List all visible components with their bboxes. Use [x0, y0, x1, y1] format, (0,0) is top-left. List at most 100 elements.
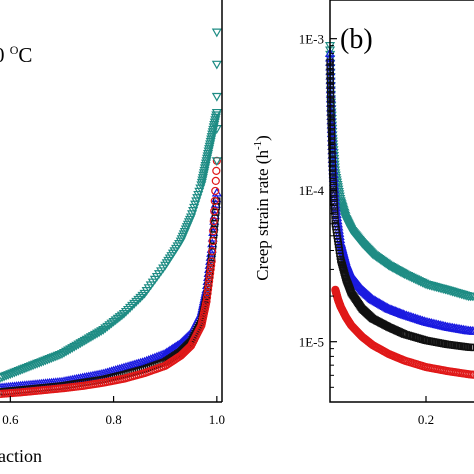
panel-a-point: [192, 194, 203, 203]
panel-a-point: [75, 339, 86, 349]
panel-a-point: [133, 295, 144, 305]
panel-b-series-3: [331, 285, 474, 379]
panel-a-point: [203, 285, 213, 294]
panel-a-point: [207, 261, 216, 270]
panel-b-point: [331, 215, 339, 224]
panel-a-point: [187, 210, 198, 220]
panel-a-point: [54, 350, 65, 360]
panel-a-point: [102, 322, 113, 332]
panel-a-point: [127, 301, 138, 311]
panel-b-y-tick-label: 1E-3: [299, 32, 324, 47]
panel-a-x-tick-label: 0.6: [2, 412, 19, 427]
annotation-sup: O: [10, 43, 19, 57]
panel-a-point: [63, 346, 74, 356]
panel-a-point: [1, 371, 12, 381]
panel-a-point: [116, 311, 127, 321]
panel-a-point: [149, 352, 160, 362]
panel-a-point: [69, 342, 80, 352]
panel-a-point: [79, 336, 90, 346]
panel-a-point: [17, 365, 28, 375]
panel-a-point: [38, 357, 49, 367]
panel-a-point: [7, 369, 18, 379]
panel-a-point: [34, 359, 45, 368]
panel-a-point: [207, 257, 216, 266]
panel-a-point: [28, 361, 39, 371]
panel-b-y-tick-label: 1E-4: [299, 183, 325, 198]
panel-b-point: [327, 118, 335, 127]
panel-a-point: [73, 340, 84, 350]
panel-a-point: [189, 203, 200, 213]
panel-a-point: [210, 196, 219, 206]
panel-a-point: [9, 368, 20, 378]
panel-a-point: [206, 269, 215, 278]
panel-a-point: [61, 347, 72, 357]
panel-a-point: [120, 307, 132, 317]
panel-b-point: [327, 128, 336, 136]
panel-a-point: [81, 335, 92, 345]
panel-b-point: [328, 132, 336, 140]
panel-a-point: [208, 237, 217, 246]
panel-b-point: [328, 146, 336, 154]
panel-b-point: [330, 199, 338, 207]
panel-a-x-tick-label: 0.8: [105, 412, 121, 427]
panel-a-series-0: [0, 108, 222, 384]
panel-a-point: [71, 341, 82, 351]
panel-a-point: [153, 350, 165, 360]
panel-b-point: [470, 343, 474, 352]
panel-a-point: [42, 355, 53, 365]
panel-b-y-tick-label: 1E-5: [299, 335, 324, 350]
panel-a-point: [50, 352, 61, 362]
panel-a-point: [147, 353, 158, 363]
panel-a-point: [19, 364, 30, 374]
panel-b-point: [327, 114, 335, 122]
panel-a-point: [44, 354, 55, 364]
panel-a-point: [211, 28, 222, 38]
panel-a-point: [206, 265, 215, 274]
panel-b-point: [328, 141, 336, 150]
panel-a: 0.6 0.8 1.0 action 0 OC: [0, 0, 225, 466]
panel-a-point: [46, 354, 57, 363]
panel-b-series-1: [324, 48, 474, 335]
panel-b-frame: [329, 0, 474, 403]
panel-b-point: [327, 105, 335, 113]
panel-a-point: [208, 247, 217, 256]
ylabel-main: Creep strain rate (h: [253, 150, 272, 281]
panel-a-point: [194, 187, 205, 197]
panel-a-point: [5, 370, 16, 380]
panel-a-series-3: [0, 156, 221, 399]
panel-a-annotation: 0 OC: [0, 43, 32, 67]
panel-a-x-ticks: 0.6 0.8 1.0: [2, 396, 225, 427]
panel-b-point: [327, 109, 335, 117]
panel-a-plot-area: [0, 28, 222, 399]
ylabel-suffix: ): [253, 135, 272, 141]
panel-a-point: [0, 389, 5, 399]
panel-a-point: [211, 186, 220, 196]
panel-a-point: [23, 363, 34, 372]
panel-a-point: [209, 227, 218, 236]
panel-a-point: [0, 372, 10, 382]
panel-a-point: [104, 321, 115, 331]
panel-a-point: [203, 289, 212, 298]
panel-b-point: [328, 137, 336, 145]
panel-a-point: [13, 367, 24, 376]
panel-a-point: [15, 366, 26, 376]
panel-a-point: [193, 190, 204, 200]
panel-a-point: [202, 297, 211, 306]
panel-a-point: [25, 362, 37, 372]
panel-a-point: [52, 351, 63, 361]
panel-a-point: [211, 108, 222, 118]
panel-a-point: [211, 92, 222, 102]
panel-b-point: [327, 123, 335, 131]
panel-a-point: [212, 166, 221, 175]
panel-b-point: [468, 326, 474, 335]
panel-a-point: [114, 313, 125, 322]
panel-b-point: [327, 100, 335, 108]
panel-a-point: [211, 157, 222, 167]
panel-a-point: [0, 374, 6, 384]
panel-a-point: [94, 328, 105, 338]
panel-a-point: [48, 353, 59, 363]
panel-a-point: [77, 338, 88, 347]
panel-a-point: [202, 293, 212, 302]
panel-a-point: [137, 291, 148, 301]
panel-a-point: [67, 344, 78, 353]
